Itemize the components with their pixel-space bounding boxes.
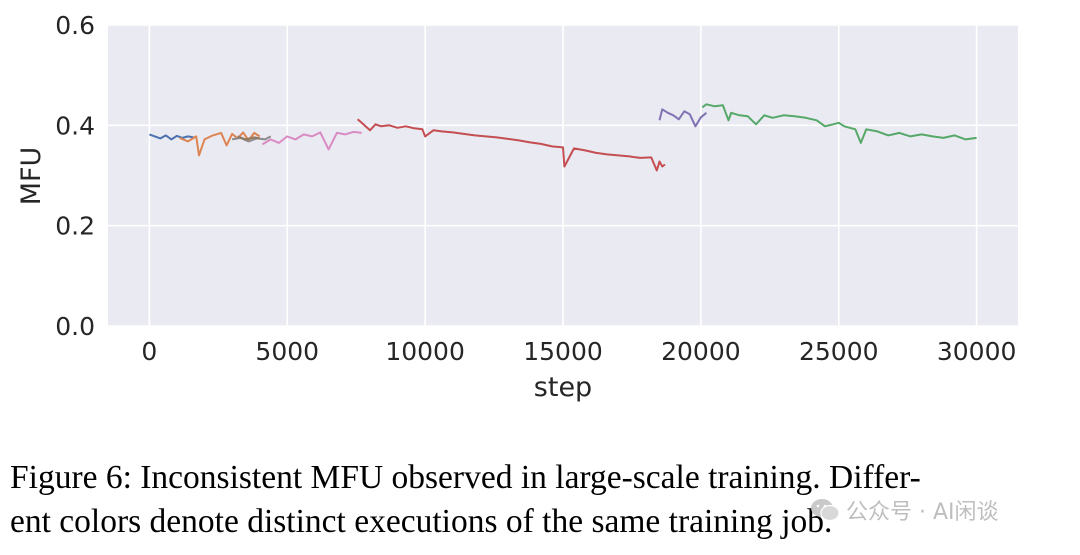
figure-caption: Figure 6: Inconsistent MFU observed in l… (10, 456, 1075, 544)
y-tick-labels: 0.0 0.2 0.4 0.6 (55, 11, 95, 341)
x-tick-label: 0 (141, 337, 157, 366)
y-axis-label: MFU (16, 147, 47, 206)
series-line-8 (701, 103, 977, 144)
series-lines (149, 103, 977, 172)
wechat-icon (811, 499, 840, 522)
grid-lines (108, 24, 1018, 327)
y-tick-label: 0.2 (55, 212, 95, 241)
mfu-line-chart: 0 5000 10000 15000 20000 25000 30000 0.0 0.2 0.4… (16, 11, 1018, 403)
series-line-6 (356, 118, 666, 172)
y-tick-label: 0.0 (55, 312, 95, 341)
watermark: 公众号 · AI闲谈 (810, 494, 999, 526)
series-line-1 (149, 133, 194, 141)
series-line-7 (658, 108, 708, 128)
caption-line-1: Figure 6: Inconsistent MFU observed in l… (10, 459, 921, 496)
x-tick-label: 20000 (661, 337, 741, 366)
series-line-3 (231, 135, 272, 143)
x-axis-label: step (534, 372, 592, 403)
y-tick-label: 0.6 (55, 11, 95, 40)
caption-line-2: ent colors denote distinct executions of… (10, 503, 833, 540)
x-tick-label: 5000 (255, 337, 319, 366)
series-line-5 (261, 130, 362, 151)
x-tick-label: 30000 (937, 337, 1017, 366)
x-tick-label: 15000 (523, 337, 603, 366)
y-tick-label: 0.4 (55, 111, 95, 140)
x-tick-label: 25000 (799, 337, 879, 366)
x-tick-labels: 0 5000 10000 15000 20000 25000 30000 (141, 337, 1016, 366)
x-tick-label: 10000 (385, 337, 465, 366)
series-line-4 (237, 135, 260, 141)
watermark-text: 公众号 · AI闲谈 (846, 500, 999, 525)
